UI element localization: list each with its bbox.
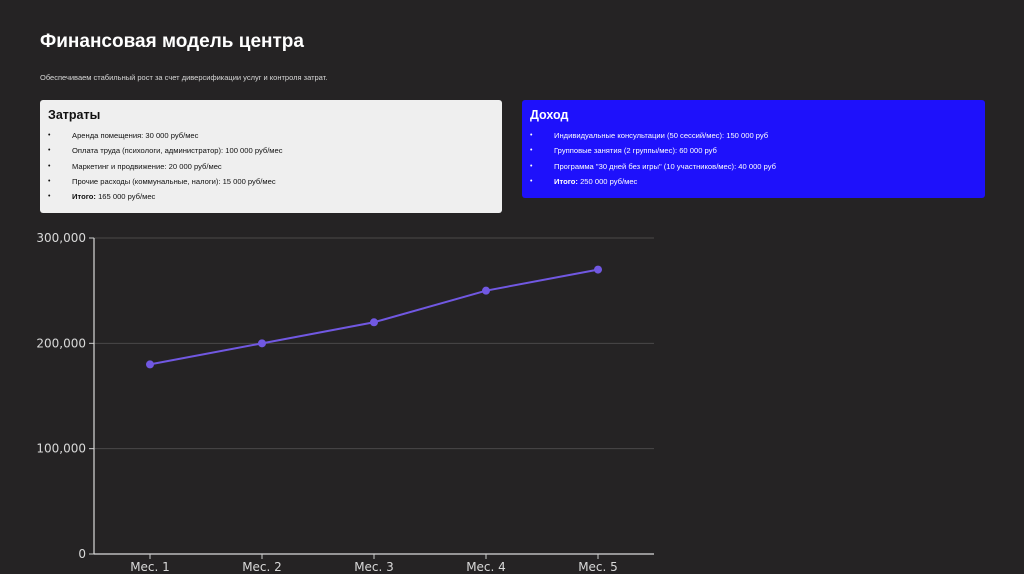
- list-item: • Программа "30 дней без игры" (10 участн…: [530, 159, 977, 174]
- list-item: • Групповые занятия (2 группы/мес): 60 00…: [530, 143, 977, 158]
- costs-item-text: Прочие расходы (коммунальные, налоги): 1…: [72, 176, 276, 186]
- costs-item-text: Маркетинг и продвижение: 20 000 руб/мес: [72, 161, 222, 171]
- bullet-icon: •: [530, 177, 533, 185]
- x-tick-label: Мес. 5: [578, 560, 618, 574]
- costs-item-text: Аренда помещения: 30 000 руб/мес: [72, 131, 199, 140]
- data-point: [258, 339, 266, 348]
- costs-list: • Аренда помещения: 30 000 руб/мес • Оплат…: [48, 128, 494, 204]
- income-list: • Индивидуальные консультации (50 сессий/…: [530, 128, 977, 189]
- list-item: • Индивидуальные консультации (50 сессий/…: [530, 128, 977, 143]
- bullet-icon: •: [530, 162, 533, 170]
- bullet-icon: •: [530, 147, 533, 155]
- data-point: [370, 318, 378, 327]
- bullet-icon: •: [530, 132, 533, 139]
- income-total: • Итого: 250 000 руб/мес: [530, 174, 977, 189]
- list-item: • Прочие расходы (коммунальные, налоги): …: [48, 174, 494, 189]
- list-item: • Оплата труда (психологи, администратор)…: [48, 143, 494, 158]
- income-card: Доход • Индивидуальные консультации (50 с…: [522, 100, 985, 198]
- costs-total-value: 165 000 руб/мес: [95, 192, 156, 202]
- x-tick-label: Мес. 3: [354, 560, 394, 574]
- x-tick-label: Мес. 2: [242, 560, 282, 574]
- page-subtitle: Обеспечиваем стабильный рост за счет див…: [40, 73, 328, 82]
- costs-card: Затраты • Аренда помещения: 30 000 руб/ме…: [40, 100, 502, 213]
- x-tick-label: Мес. 4: [466, 560, 506, 574]
- series-line: [149, 268, 599, 366]
- bullet-icon: •: [48, 132, 51, 139]
- costs-item-text: Оплата труда (психологи, администратор):…: [72, 146, 283, 156]
- x-tick-label: Мес. 1: [130, 560, 170, 574]
- y-tick-label: 100,000: [36, 442, 86, 456]
- data-point: [594, 265, 602, 274]
- bullet-icon: •: [48, 162, 51, 170]
- costs-total: • Итого: 165 000 руб/мес: [48, 189, 494, 204]
- y-tick-label: 0: [78, 547, 86, 561]
- income-total-label: Итого:: [554, 176, 578, 186]
- y-tick-label: 200,000: [36, 336, 86, 350]
- page-title: Финансовая модель центра: [40, 31, 304, 52]
- data-point: [482, 286, 490, 295]
- bullet-icon: •: [48, 177, 51, 185]
- costs-total-label: Итого:: [72, 192, 96, 202]
- data-point: [146, 360, 154, 369]
- list-item: • Маркетинг и продвижение: 20 000 руб/мес: [48, 159, 494, 174]
- bullet-icon: •: [48, 147, 51, 155]
- income-item-text: Программа "30 дней без игры" (10 участни…: [554, 161, 776, 171]
- y-tick-label: 300,000: [36, 231, 86, 245]
- bullet-icon: •: [48, 193, 51, 201]
- costs-heading: Затраты: [48, 108, 101, 122]
- list-item: • Аренда помещения: 30 000 руб/мес: [48, 128, 494, 143]
- income-heading: Доход: [530, 108, 569, 122]
- income-item-text: Групповые занятия (2 группы/мес): 60 000…: [554, 146, 717, 156]
- income-total-value: 250 000 руб/мес: [577, 176, 638, 186]
- income-item-text: Индивидуальные консультации (50 сессий/м…: [554, 131, 769, 140]
